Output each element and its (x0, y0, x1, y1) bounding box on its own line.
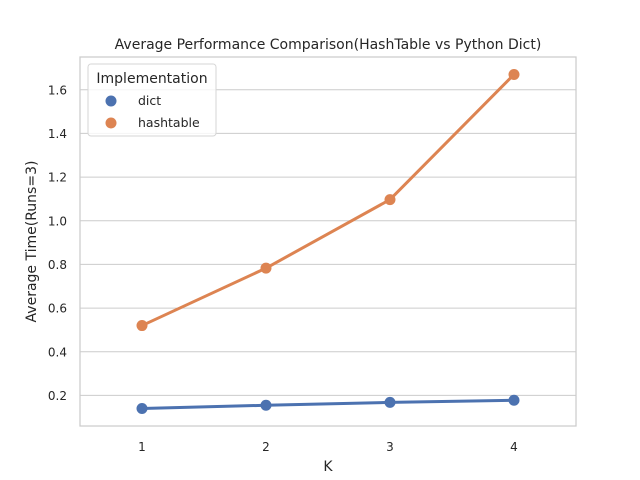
y-tick-labels: 0.2 0.4 0.6 0.8 1.0 1.2 1.4 1.6 (48, 83, 67, 403)
data-point-dict (260, 399, 272, 411)
series-line-dict (140, 398, 516, 411)
x-tick-label: 2 (262, 440, 270, 454)
x-tick-label: 1 (138, 440, 146, 454)
series-line-hashtable (140, 72, 516, 328)
legend-marker-hashtable (105, 117, 117, 129)
legend-entry-hashtable: hashtable (138, 115, 200, 130)
x-tick-label: 4 (510, 440, 518, 454)
y-tick-label: 1.4 (48, 127, 67, 141)
data-point-dict (508, 394, 520, 406)
data-point-hashtable (260, 262, 272, 274)
y-tick-label: 1.6 (48, 83, 67, 97)
legend-box (87, 63, 217, 137)
x-tick-label: 3 (386, 440, 394, 454)
y-tick-label: 0.8 (48, 258, 67, 272)
data-point-hashtable (384, 194, 396, 206)
y-tick-label: 1.0 (48, 214, 67, 228)
legend-entry-dict: dict (138, 93, 161, 108)
data-point-hashtable (508, 68, 520, 80)
y-tick-label: 0.4 (48, 345, 67, 359)
series-group (136, 68, 520, 415)
y-tick-label: 0.6 (48, 302, 67, 316)
x-tick-labels: 1 2 3 4 (138, 440, 518, 454)
legend-marker-dict (105, 95, 117, 107)
legend: Implementation dict hashtable (87, 63, 217, 137)
x-axis-label: K (323, 459, 333, 475)
legend-title: Implementation (96, 71, 207, 87)
grid-lines (80, 89, 576, 396)
data-point-hashtable (136, 320, 148, 332)
y-tick-label: 1.2 (48, 171, 67, 185)
y-tick-label: 0.2 (48, 389, 67, 403)
data-point-dict (136, 403, 148, 415)
chart-title: Average Performance Comparison(HashTable… (115, 37, 542, 53)
data-point-dict (384, 396, 396, 408)
y-axis-label: Average Time(Runs=3) (24, 161, 40, 323)
